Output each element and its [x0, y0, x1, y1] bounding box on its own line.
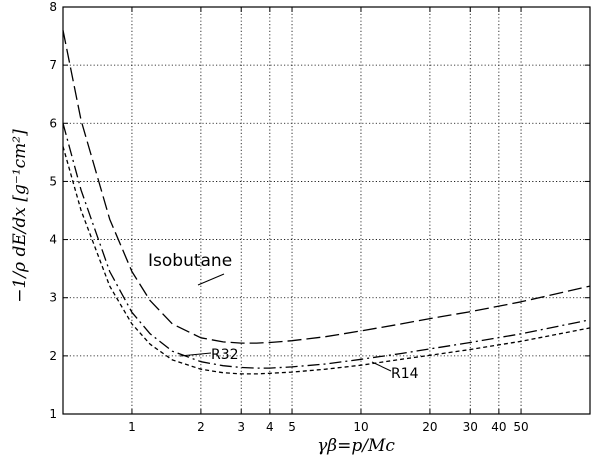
series-r32-line	[62, 123, 591, 369]
y-tick-label: 2	[49, 349, 57, 363]
annotations: Isobutane R32 R14	[148, 251, 419, 382]
grid	[63, 7, 590, 414]
x-tick-label: 20	[422, 420, 437, 434]
y-tick-label: 7	[49, 58, 57, 72]
x-tick-label: 5	[288, 420, 296, 434]
x-axis-label: γβ=p/Mc	[317, 436, 395, 456]
y-tick-label: 6	[49, 116, 57, 130]
annotation-isobutane-leader	[197, 273, 225, 286]
y-tick-label: 1	[49, 407, 57, 421]
y-tick-label: 3	[49, 291, 57, 305]
plot-frame	[62, 6, 591, 415]
series-isobutane-line	[62, 30, 591, 344]
annotation-r32-leader	[179, 352, 212, 357]
x-tick-label: 3	[237, 420, 245, 434]
annotation-r14: R14	[391, 366, 419, 382]
annotation-r32: R32	[211, 347, 239, 363]
x-tick-label: 1	[128, 420, 136, 434]
x-tick-label: 10	[353, 420, 368, 434]
annotation-r14-leader	[371, 361, 392, 372]
y-tick-label: 8	[49, 0, 57, 14]
x-tick-label: 30	[463, 420, 478, 434]
x-tick-label: 2	[197, 420, 205, 434]
curves	[62, 30, 591, 375]
x-tick-label: 4	[266, 420, 274, 434]
annotation-isobutane: Isobutane	[148, 251, 232, 271]
x-tick-label: 50	[513, 420, 528, 434]
y-axis-label: −1/ρ dE/dx [g⁻¹cm²]	[10, 129, 30, 303]
y-tick-label: 5	[49, 174, 57, 188]
x-tick-label: 40	[491, 420, 506, 434]
series-r14-line	[62, 146, 591, 375]
y-tick-label: 4	[49, 233, 57, 247]
